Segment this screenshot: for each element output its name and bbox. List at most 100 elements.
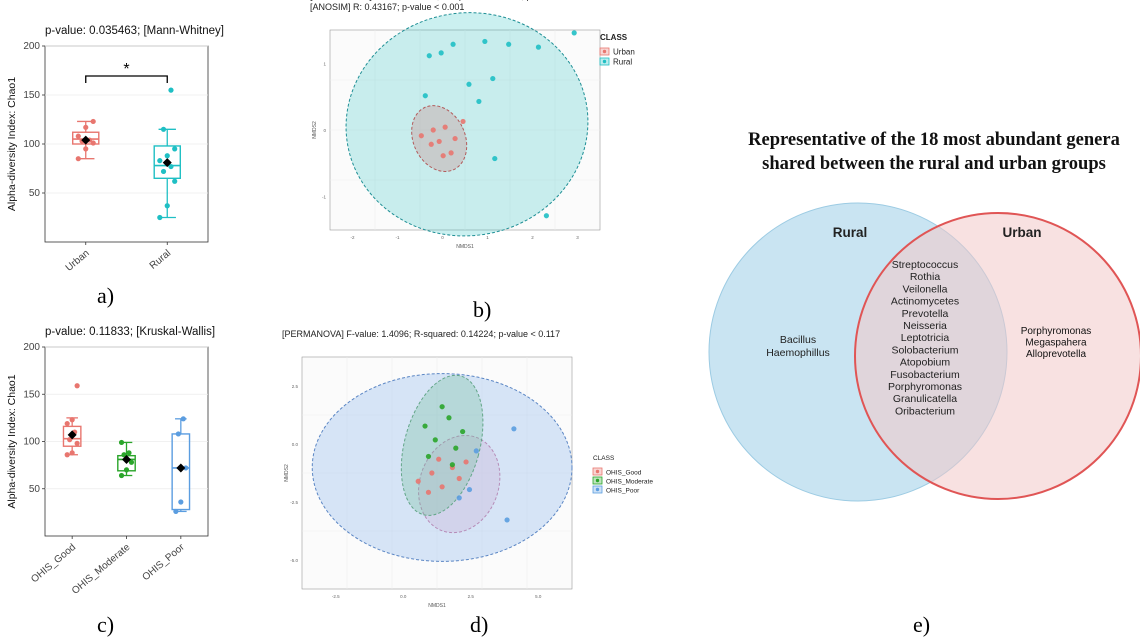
nmdsb-point-Urban bbox=[436, 138, 442, 145]
nmdsd-group: [PERMANOVA] F-value: 1.4096; R-squared: … bbox=[282, 329, 653, 609]
nmdsb-legend-dot bbox=[602, 49, 607, 54]
nmdsd-ellipse-OHIS_Moderate bbox=[400, 374, 484, 516]
boxc-y-tick-label: 50 bbox=[29, 484, 41, 495]
boxa-point-Rural bbox=[160, 126, 167, 132]
boxc-group: 50 100 150 200 p-value: 0.11833; [Kruskal-Wa… bbox=[6, 326, 215, 597]
boxc-point-OHIS_Good bbox=[74, 440, 80, 446]
boxc-title: p-value: 0.11833; [Kruskal-Wallis] bbox=[45, 326, 215, 338]
nmdsb-x-tick-label: 2 bbox=[531, 235, 534, 240]
venn-urban-unique-item: Megaspahera bbox=[1025, 338, 1087, 349]
nmdsb-legend-title: CLASS bbox=[600, 33, 628, 42]
nmdsd-point-OHIS_Poor bbox=[473, 448, 479, 454]
nmdsd-point-OHIS_Good bbox=[429, 470, 435, 476]
panel-label-e: e) bbox=[913, 612, 931, 637]
nmdsb-point-Rural bbox=[571, 30, 577, 36]
nmdsd-x-tick-label: 5.0 bbox=[535, 594, 542, 599]
nmdsd-legend-label: OHIS_Poor bbox=[606, 488, 640, 495]
boxc-point-OHIS_Moderate bbox=[128, 459, 135, 465]
nmdsb-y-tick-label: 0 bbox=[323, 128, 326, 133]
nmdsb-point-Urban bbox=[440, 153, 446, 159]
nmdsd-y-axis-label: NMDS2 bbox=[284, 464, 290, 482]
nmdsd-legend-label: OHIS_Good bbox=[606, 470, 642, 477]
nmdsd-point-OHIS_Good bbox=[463, 459, 469, 465]
nmdsb-point-Rural bbox=[535, 44, 542, 50]
nmdsb-x-tick-label: 1 bbox=[486, 235, 489, 240]
boxa-mean-marker bbox=[81, 135, 91, 145]
boxa-significance-bracket bbox=[85, 75, 168, 83]
nmdsb-legend-label: Urban bbox=[613, 48, 635, 57]
boxa-point-Rural bbox=[157, 158, 163, 164]
venn-shared-item: Neisseria bbox=[903, 320, 947, 332]
boxc-y-axis-label: Alpha-diversity Index: Chao1 bbox=[6, 374, 18, 508]
nmdsb-x-axis-label: NMDS1 bbox=[456, 244, 474, 250]
nmdsd-x-tick-label: 0.0 bbox=[400, 594, 407, 599]
boxa-point-Rural bbox=[157, 214, 163, 221]
nmdsd-point-OHIS_Moderate bbox=[446, 415, 452, 421]
boxc-x-tick-label: OHIS_Poor bbox=[141, 541, 188, 583]
boxc-point-OHIS_Moderate bbox=[123, 467, 130, 473]
nmdsd-point-OHIS_Good bbox=[415, 478, 421, 484]
venn-shared-item: Leptotricia bbox=[901, 332, 950, 344]
nmdsb-ellipse-Rural bbox=[411, 105, 468, 173]
nmdsd-point-OHIS_Moderate bbox=[432, 437, 438, 443]
boxa-point-Rural bbox=[160, 168, 167, 175]
panel-label-b: b) bbox=[473, 297, 492, 322]
venn-title-line: shared between the rural and urban group… bbox=[762, 154, 1106, 174]
nmdsd-ellipse-OHIS_Poor bbox=[311, 373, 573, 562]
boxc-point-OHIS_Good bbox=[74, 383, 80, 389]
nmdsd-y-tick-label: -5.0 bbox=[290, 558, 298, 563]
nmdsb-point-Rural bbox=[426, 53, 432, 59]
boxc-point-OHIS_Good bbox=[64, 452, 70, 458]
boxa-point-Urban bbox=[90, 140, 96, 146]
boxa-point-Urban bbox=[75, 133, 81, 139]
boxa-mean-marker bbox=[162, 158, 172, 168]
nmdsb-point-Urban bbox=[428, 141, 434, 147]
boxa-group: 50 100 150 200 p-value: 0.035463; [Mann-Whit… bbox=[6, 25, 224, 274]
boxc-mean-marker bbox=[122, 454, 131, 464]
venn-shared-item: Fusobacterium bbox=[890, 369, 960, 381]
nmdsd-point-OHIS_Poor bbox=[504, 517, 510, 523]
nmdsd-point-OHIS_Good bbox=[456, 475, 462, 482]
boxa-y-tick-label: 150 bbox=[23, 90, 40, 101]
nmdsb-point-Rural bbox=[438, 50, 444, 56]
nmdsb-point-Urban bbox=[430, 127, 436, 133]
venn-shared-item: Actinomycetes bbox=[891, 296, 959, 308]
venn-urban-unique-item: Porphyromonas bbox=[1021, 326, 1092, 337]
nmdsb-y-axis-label: NMDS2 bbox=[312, 121, 318, 139]
nmdsb-point-Rural bbox=[476, 98, 482, 105]
nmdsb-legend-label: Rural bbox=[613, 58, 632, 67]
venn-group: Representative of the 18 most abundant g… bbox=[708, 130, 1140, 502]
nmdsb-point-Rural bbox=[450, 41, 456, 47]
boxc-x-tick-label: OHIS_Good bbox=[29, 542, 78, 585]
venn-circle-urban bbox=[854, 212, 1140, 500]
panel-label-d: d) bbox=[470, 612, 489, 637]
boxc-point-OHIS_Good bbox=[64, 420, 70, 427]
boxa-x-tick-label: Rural bbox=[148, 248, 173, 272]
boxc-point-OHIS_Good bbox=[69, 450, 75, 456]
nmdsd-point-OHIS_Moderate bbox=[439, 404, 445, 410]
venn-shared-item: Rothia bbox=[910, 271, 941, 283]
nmdsb-point-Rural bbox=[492, 155, 498, 162]
nmdsb-x-tick-label: -1 bbox=[395, 235, 399, 240]
boxc-y-tick-label: 150 bbox=[23, 389, 40, 400]
nmdsd-y-tick-label: 2.5 bbox=[292, 384, 299, 389]
nmdsd-x-axis-label: NMDS1 bbox=[428, 603, 446, 609]
nmdsb-point-Urban bbox=[452, 135, 458, 142]
venn-set-label-urban: Urban bbox=[1002, 225, 1041, 240]
nmdsb-x-tick-label: 0 bbox=[441, 235, 444, 240]
nmdsb-y-tick-label: -1 bbox=[322, 195, 326, 200]
nmdsd-legend-dot bbox=[595, 469, 600, 474]
boxa-point-Urban bbox=[83, 124, 89, 130]
boxc-point-OHIS_Poor bbox=[180, 416, 186, 422]
boxc-point-OHIS_Moderate bbox=[126, 450, 132, 456]
boxc-point-OHIS_Moderate bbox=[118, 472, 125, 479]
boxc-point-OHIS_Poor bbox=[183, 465, 189, 471]
boxc-y-tick-label: 100 bbox=[23, 437, 40, 448]
boxa-point-Rural bbox=[164, 203, 170, 209]
nmdsd-legend-label: OHIS_Moderate bbox=[606, 479, 653, 486]
nmdsd-legend-dot bbox=[595, 478, 600, 483]
nmdsb-group: [PERMANOVA] F-value: 5.1678; R-squared: … bbox=[310, 0, 635, 250]
venn-shared-item: Solobacterium bbox=[891, 344, 958, 356]
boxc-point-OHIS_Poor bbox=[173, 508, 179, 515]
venn-rural-unique-item: Bacillus bbox=[780, 334, 816, 346]
